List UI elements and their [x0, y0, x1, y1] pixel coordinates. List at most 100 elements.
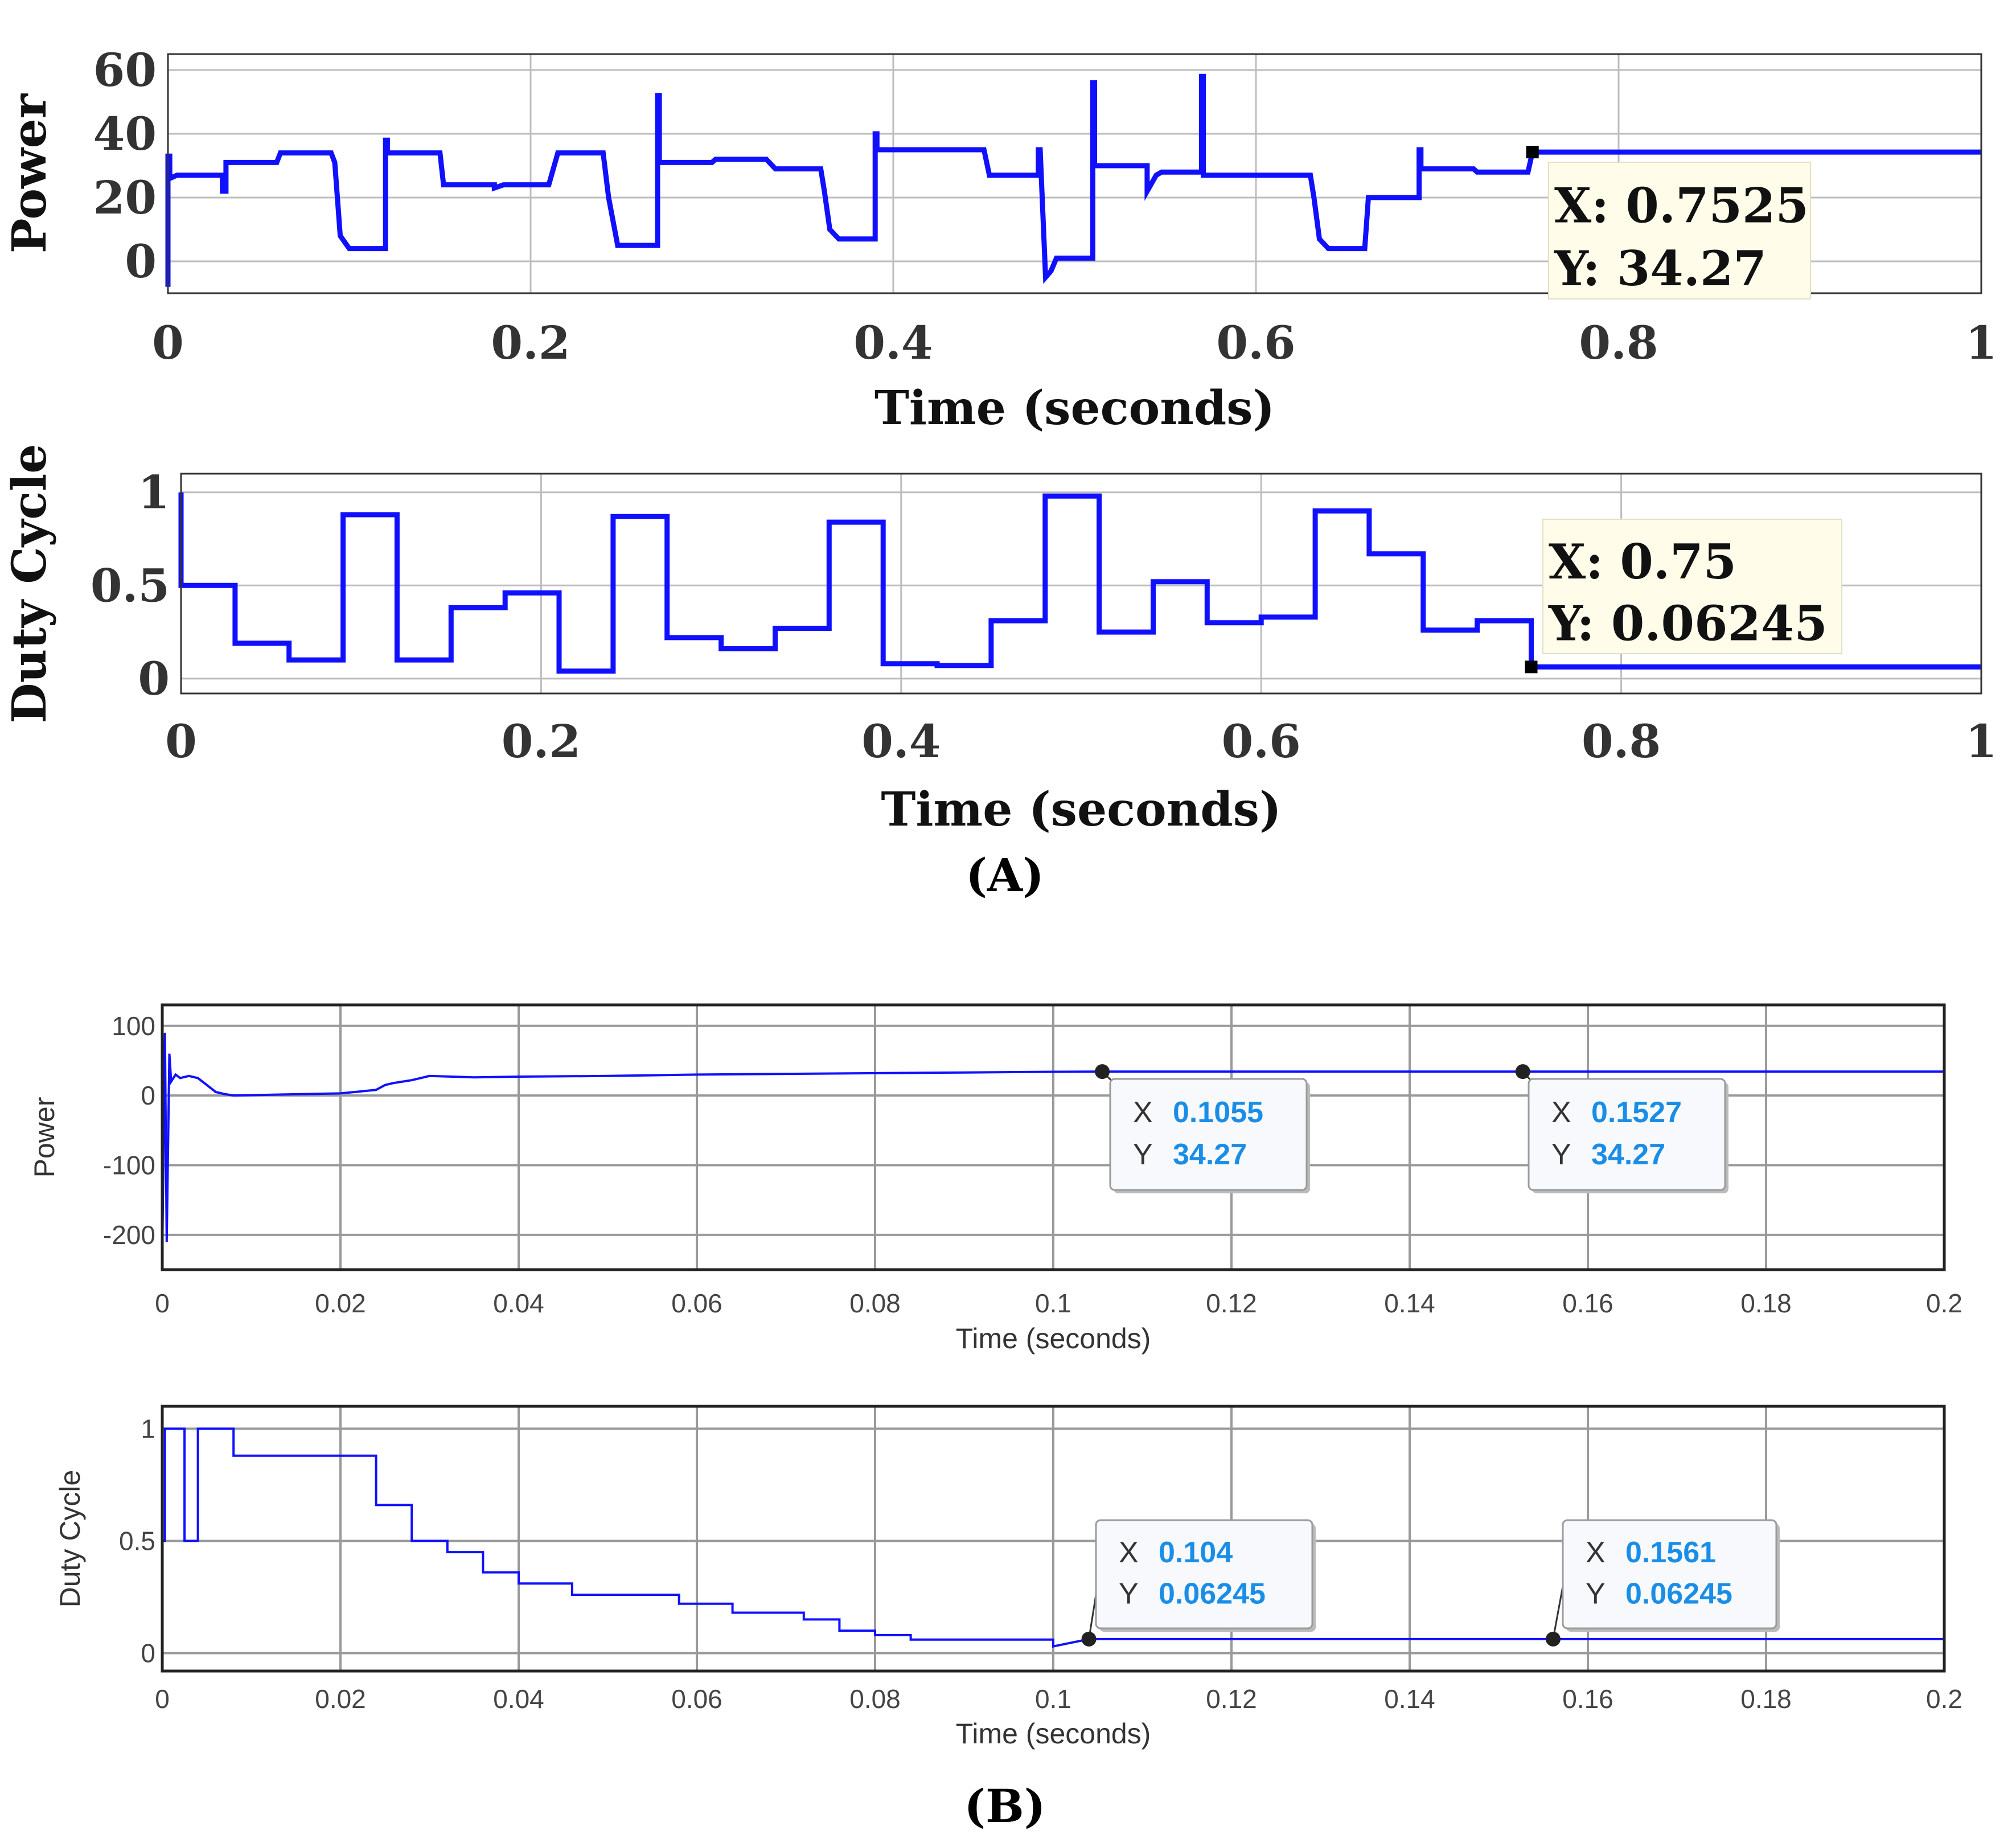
series-line [161, 1032, 1944, 1256]
panel-b-label: (B) [964, 1779, 1045, 1833]
datatip-x-value: 0.104 [1159, 1536, 1233, 1569]
datatip-y-value: 34.27 [1591, 1138, 1665, 1171]
x-tick-label: 0.06 [671, 1288, 722, 1318]
datatip-y-label: Y [1119, 1577, 1139, 1610]
y-tick-label: 0 [125, 235, 157, 288]
x-tick-label: 0 [155, 1684, 170, 1714]
datatip-box [1528, 1078, 1726, 1191]
chart-b-duty: 0 0.02 0.04 0.06 0.08 0.1 0.12 0.14 0.16 0.18 0.2 1… [54, 1405, 1962, 1750]
datatip-marker [1526, 146, 1539, 159]
datatip-x-value: 0.1055 [1173, 1096, 1263, 1129]
x-tick-label: 0.06 [671, 1684, 722, 1714]
datatip-x-label: X [1119, 1536, 1139, 1569]
x-tick-label: 0.14 [1384, 1684, 1435, 1714]
x-tick-label: 0.08 [849, 1684, 901, 1714]
datatip-y-label: Y [1133, 1138, 1153, 1171]
datatip-y-label: Y [1551, 1138, 1571, 1171]
x-tick-label: 0.02 [315, 1288, 366, 1318]
x-tick-label: 0.16 [1562, 1288, 1613, 1318]
x-tick-label: 0.14 [1384, 1288, 1435, 1318]
y-tick-label: 0 [141, 1639, 155, 1668]
datatip-y-text: Y: 0.06245 [1548, 595, 1828, 651]
y-tick-label: -100 [103, 1151, 155, 1180]
plot-frame [161, 1405, 1946, 1673]
x-tick-label: 0.12 [1206, 1684, 1257, 1714]
x-tick-label: 0.4 [861, 715, 941, 768]
datatip-marker [1095, 1064, 1110, 1079]
y-axis-label: Power [2, 93, 57, 253]
x-tick-label: 0 [165, 715, 197, 768]
datatip-y-value: 34.27 [1173, 1138, 1247, 1171]
x-tick-label: 0.2 [1926, 1684, 1962, 1714]
y-tick-label: 20 [93, 171, 157, 224]
y-tick-label: 0.5 [119, 1526, 155, 1556]
series-line [165, 73, 1981, 287]
x-tick-label: 0.02 [315, 1684, 366, 1714]
x-axis-label: Time (seconds) [874, 381, 1275, 436]
x-tick-label: 0.4 [853, 316, 933, 370]
datatip-y-text: Y: 34.27 [1554, 240, 1767, 297]
y-tick-label: 0 [141, 1081, 155, 1110]
y-tick-label: 0 [138, 652, 170, 705]
chart-a-power: 0 0.2 0.4 0.6 0.8 1 0 20 40 60 Time (seconds) Power… [2, 43, 1997, 436]
datatip-marker [1525, 660, 1538, 674]
series-line [161, 1427, 1944, 1648]
datatip-x-label: X [1133, 1096, 1153, 1129]
x-tick-label: 0.2 [502, 715, 581, 768]
datatip-x-text: X: 0.75 [1549, 533, 1736, 590]
x-tick-label: 0.2 [491, 316, 570, 370]
datatip-box [1562, 1519, 1777, 1629]
y-tick-label: -200 [103, 1220, 155, 1250]
x-tick-label: 0.1 [1035, 1684, 1071, 1714]
datatip-marker [1545, 1631, 1561, 1647]
x-tick-label: 0 [152, 316, 184, 370]
x-axis-label: Time (seconds) [881, 782, 1281, 837]
x-tick-label: 0.12 [1206, 1288, 1257, 1318]
y-axis-label: Power [28, 1097, 60, 1178]
x-tick-label: 0.6 [1222, 715, 1301, 768]
x-tick-label: 0.04 [493, 1684, 544, 1714]
y-axis-label: Duty Cycle [54, 1470, 86, 1608]
datatip-marker [1515, 1064, 1530, 1079]
x-tick-label: 0.16 [1562, 1684, 1613, 1714]
plot-frame [161, 1003, 1946, 1271]
y-tick-label: 0.5 [91, 559, 170, 612]
chart-a-duty: 0 0.2 0.4 0.6 0.8 1 0 0.5 1 Time (seconds) Duty Cy… [2, 444, 1997, 837]
y-tick-label: 100 [112, 1011, 155, 1041]
y-tick-label: 40 [93, 107, 157, 161]
x-tick-label: 0.04 [493, 1288, 544, 1318]
series-line [178, 492, 1981, 674]
plot-frame [180, 473, 1982, 695]
y-tick-label: 1 [141, 1414, 155, 1444]
datatip-y-value: 0.06245 [1159, 1577, 1266, 1610]
y-tick-label: 60 [93, 43, 157, 97]
x-tick-label: 0.2 [1926, 1288, 1962, 1318]
chart-b-power: 0 0.02 0.04 0.06 0.08 0.1 0.12 0.14 0.16 0.18 0.2 1… [28, 1003, 1962, 1354]
x-tick-label: 0.18 [1740, 1684, 1792, 1714]
datatip-y-label: Y [1586, 1577, 1606, 1610]
y-axis-label: Duty Cycle [2, 444, 57, 724]
x-tick-label: 0.18 [1740, 1288, 1792, 1318]
x-tick-label: 0.6 [1216, 316, 1295, 370]
datatip-x-text: X: 0.7525 [1554, 178, 1809, 234]
datatip-x-label: X [1586, 1536, 1606, 1569]
datatip-marker [1081, 1631, 1097, 1647]
panel-a-label: (A) [966, 848, 1044, 902]
x-tick-label: 0.8 [1579, 316, 1658, 370]
x-tick-label: 0.8 [1582, 715, 1661, 768]
datatip-x-label: X [1551, 1096, 1571, 1129]
x-tick-label: 0.08 [849, 1288, 901, 1318]
datatip-box [1548, 162, 1811, 299]
x-tick-label: 1 [1965, 316, 1997, 370]
datatip-y-value: 0.06245 [1625, 1577, 1732, 1610]
datatip-box [1542, 519, 1842, 654]
x-tick-label: 0.1 [1035, 1288, 1071, 1318]
datatip-x-value: 0.1527 [1591, 1096, 1682, 1129]
x-tick-label: 0 [155, 1288, 170, 1318]
plot-frame [167, 53, 1982, 294]
datatip-x-value: 0.1561 [1625, 1536, 1716, 1569]
y-tick-label: 1 [138, 466, 170, 519]
datatip-box [1109, 1078, 1308, 1191]
x-axis-label: Time (seconds) [956, 1323, 1151, 1354]
